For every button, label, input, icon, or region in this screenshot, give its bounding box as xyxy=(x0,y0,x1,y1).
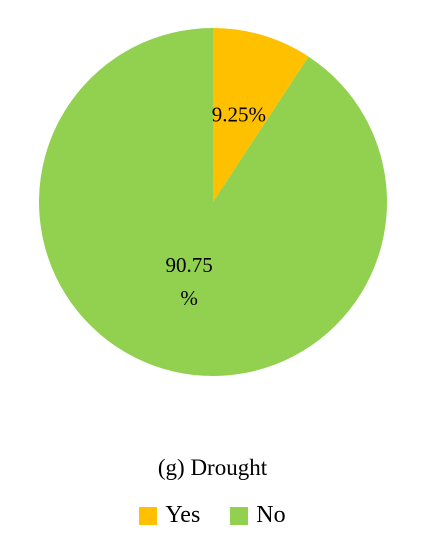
legend-item: Yes xyxy=(139,502,200,529)
legend: Yes No xyxy=(0,502,425,529)
legend-item: No xyxy=(230,502,286,529)
pie-slice xyxy=(39,28,388,376)
legend-label: No xyxy=(256,502,286,528)
data-label: 90.75 % xyxy=(165,253,213,311)
pie-slice xyxy=(213,28,309,202)
legend-swatch xyxy=(230,506,249,525)
legend-swatch xyxy=(139,506,158,525)
chart xyxy=(39,28,388,376)
legend-label: Yes xyxy=(165,502,201,528)
chart-title: (g) Drought xyxy=(157,455,268,480)
data-label: 9.25% xyxy=(211,102,267,127)
